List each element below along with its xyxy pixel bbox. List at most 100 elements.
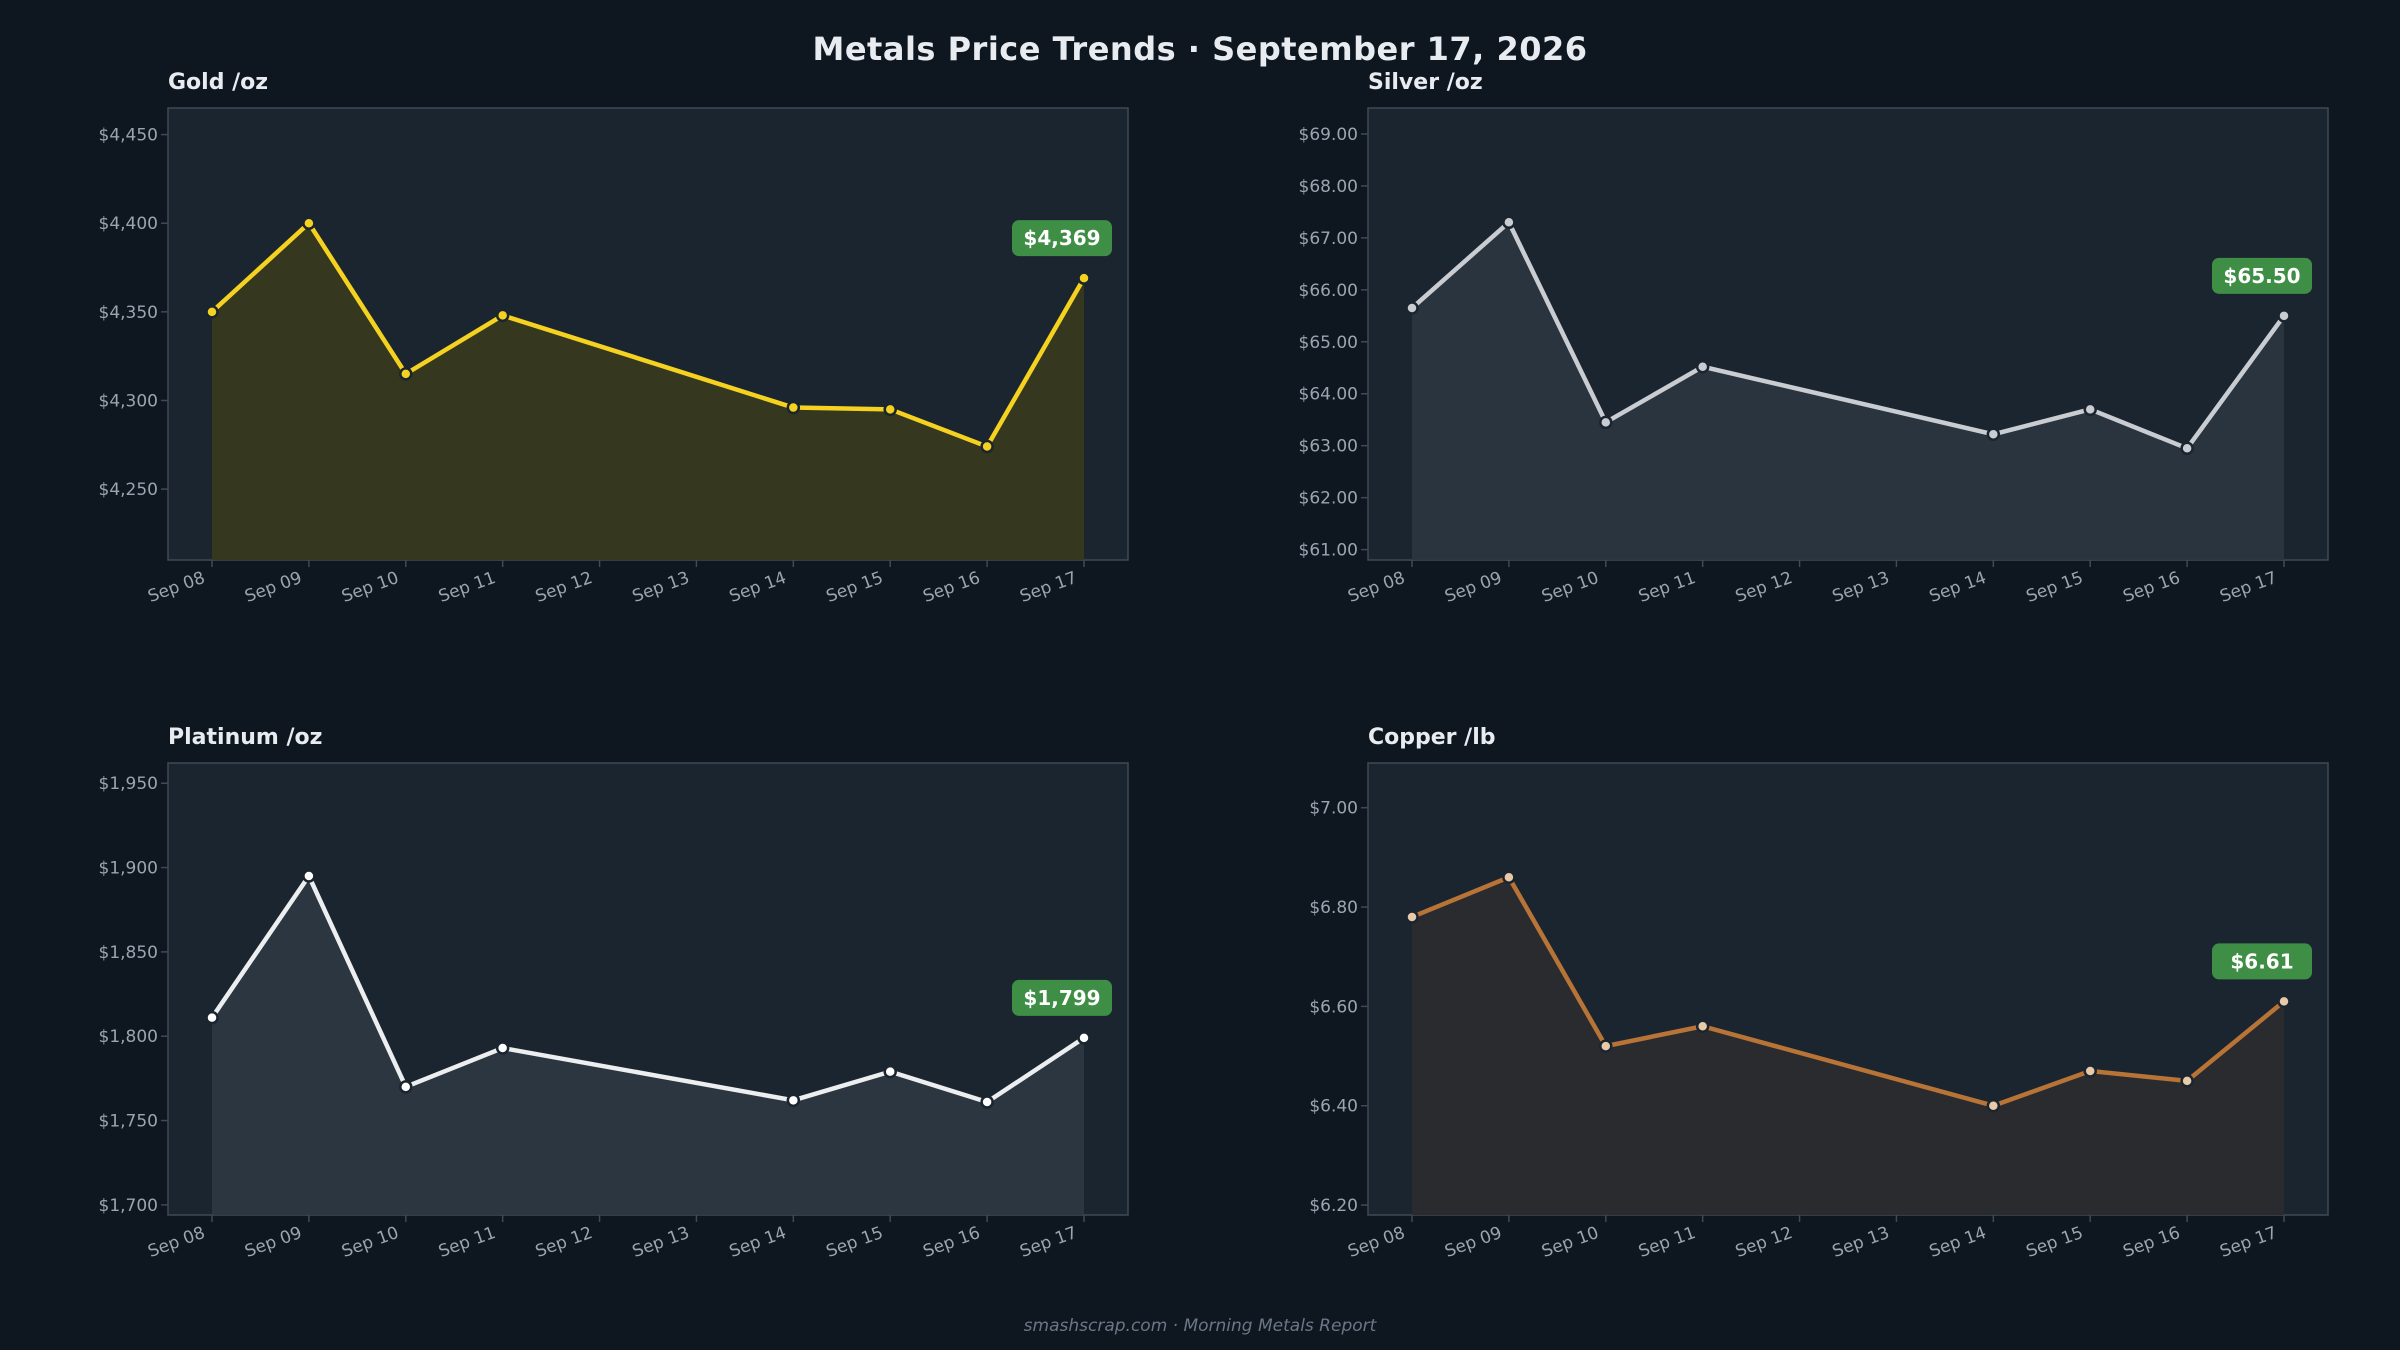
gold-last-value-label: $4,369	[1023, 226, 1100, 250]
gold-data-point	[495, 308, 510, 323]
copper-x-tick-label: Sep 16	[2120, 1223, 2182, 1262]
silver-last-value-badge: $65.50	[2212, 257, 2312, 294]
platinum-data-point	[1077, 1031, 1091, 1045]
platinum-series-line	[210, 873, 1086, 1105]
platinum-x-tick-label: Sep 12	[533, 1223, 595, 1262]
gold-data-point	[302, 216, 316, 230]
platinum-area-fill	[212, 876, 1084, 1215]
copper-x-tick-label: Sep 09	[1442, 1223, 1504, 1262]
copper-x-tick-label: Sep 13	[1830, 1223, 1892, 1262]
copper-chart-title: Copper /lb	[1368, 725, 1496, 750]
platinum-data-point	[399, 1080, 413, 1094]
gold-last-value-badge: $4,369	[1012, 220, 1112, 257]
gold-x-tick-label: Sep 09	[242, 568, 304, 607]
copper-area-fill	[1412, 877, 2284, 1215]
silver-y-tick-label: $65.00	[1299, 333, 1358, 353]
platinum-y-tick-label: $1,950	[99, 774, 158, 794]
copper-badge-bg	[2212, 943, 2312, 980]
gold-y-tick-label: $4,450	[99, 126, 158, 146]
silver-x-tick-label: Sep 12	[1733, 568, 1795, 607]
silver-y-tick-label: $64.00	[1299, 385, 1358, 405]
gold-x-tick-label: Sep 10	[339, 568, 401, 607]
gold-data-point	[883, 402, 897, 417]
silver-chart-title: Silver /oz	[1368, 70, 1483, 95]
silver-x-tick-label: Sep 16	[2120, 568, 2182, 607]
silver-x-tick-label: Sep 11	[1636, 568, 1698, 607]
copper-data-point	[2083, 1064, 2097, 1078]
silver-x-tick-label: Sep 17	[2217, 568, 2279, 607]
platinum-badge-bg	[1012, 979, 1112, 1016]
gold-y-tick-label: $4,350	[99, 303, 158, 323]
copper-data-point	[1405, 910, 1419, 924]
gold-data-point	[980, 439, 994, 454]
copper-data-point	[1502, 870, 1516, 884]
platinum-data-point	[786, 1093, 801, 1108]
silver-data-point	[1502, 215, 1516, 230]
gold-x-tick-label: Sep 16	[920, 568, 982, 607]
silver-x-tick-label: Sep 09	[1442, 568, 1504, 607]
platinum-x-tick-label: Sep 11	[436, 1223, 498, 1262]
silver-data-point	[1599, 415, 1613, 430]
platinum-last-value-label: $1,799	[1023, 986, 1100, 1010]
copper-x-tick-label: Sep 12	[1733, 1223, 1795, 1262]
copper-y-tick-label: $6.80	[1309, 898, 1358, 918]
silver-y-tick-label: $66.00	[1299, 281, 1358, 301]
gold-x-tick-label: Sep 17	[1017, 568, 1079, 607]
silver-series-line	[1410, 220, 2286, 451]
silver-x-tick-label: Sep 08	[1345, 568, 1407, 607]
copper-data-point	[2277, 994, 2291, 1009]
gold-y-tick-label: $4,300	[99, 391, 158, 411]
gold-data-point	[786, 400, 801, 415]
copper-x-tick-label: Sep 11	[1636, 1223, 1698, 1262]
gold-chart-title: Gold /oz	[168, 70, 268, 95]
silver-y-tick-label: $61.00	[1299, 541, 1358, 561]
silver-badge-bg	[2212, 257, 2312, 294]
silver-x-tick-label: Sep 15	[2024, 568, 2086, 607]
platinum-x-tick-label: Sep 10	[339, 1223, 401, 1262]
silver-data-point	[2083, 402, 2097, 417]
platinum-y-tick-label: $1,850	[99, 943, 158, 963]
gold-chart: Gold /oz $4,250 $4,300 $4,350 $4,400 $4,450 Se…	[99, 70, 1129, 607]
platinum-x-tick-label: Sep 08	[145, 1223, 207, 1262]
silver-data-point	[2180, 441, 2194, 456]
gold-badge-bg	[1012, 220, 1112, 257]
silver-chart: Silver /oz $61.00 $62.00 $63.00 $64.00 $65.00…	[1299, 70, 2329, 607]
platinum-y-tick-label: $1,750	[99, 1112, 158, 1132]
silver-x-tick-label: Sep 10	[1539, 568, 1601, 607]
silver-y-tick-label: $69.00	[1299, 125, 1358, 145]
silver-y-tick-label: $62.00	[1299, 489, 1358, 509]
copper-series-line	[1411, 874, 2286, 1108]
copper-y-tick-label: $6.40	[1309, 1097, 1358, 1117]
copper-x-tick-label: Sep 15	[2024, 1223, 2086, 1262]
platinum-y-tick-label: $1,700	[99, 1196, 158, 1216]
silver-x-tick-label: Sep 13	[1830, 568, 1892, 607]
copper-data-point	[1599, 1039, 1613, 1053]
platinum-y-tick-label: $1,900	[99, 859, 158, 879]
copper-last-value-label: $6.61	[2230, 949, 2293, 973]
copper-last-value-badge: $6.61	[2212, 943, 2312, 980]
gold-data-point	[205, 305, 219, 319]
platinum-x-tick-label: Sep 09	[242, 1223, 304, 1262]
platinum-y-tick-label: $1,800	[99, 1027, 158, 1047]
page-title: Metals Price Trends · September 17, 2026	[812, 30, 1588, 68]
copper-x-tick-label: Sep 14	[1927, 1223, 1989, 1262]
silver-data-point	[1405, 301, 1419, 315]
copper-x-tick-label: Sep 17	[2217, 1223, 2279, 1262]
gold-x-tick-label: Sep 13	[630, 568, 692, 607]
platinum-chart: Platinum /oz $1,700 $1,750 $1,800 $1,850 $1,9…	[99, 725, 1129, 1262]
copper-y-tick-label: $7.00	[1309, 799, 1358, 819]
gold-data-point	[1077, 271, 1091, 285]
gold-x-tick-label: Sep 08	[145, 568, 207, 607]
gold-x-tick-label: Sep 15	[824, 568, 886, 607]
copper-y-tick-label: $6.20	[1309, 1196, 1358, 1216]
platinum-x-tick-label: Sep 15	[824, 1223, 886, 1262]
platinum-data-point	[302, 869, 316, 883]
gold-area-fill	[212, 223, 1084, 560]
copper-data-point	[1986, 1098, 2001, 1113]
silver-x-tick-label: Sep 14	[1927, 568, 1989, 607]
platinum-x-tick-label: Sep 14	[727, 1223, 789, 1262]
platinum-data-point	[205, 1010, 219, 1025]
silver-last-value-label: $65.50	[2223, 264, 2300, 288]
gold-series-line	[210, 220, 1086, 449]
gold-y-tick-label: $4,250	[99, 480, 158, 500]
